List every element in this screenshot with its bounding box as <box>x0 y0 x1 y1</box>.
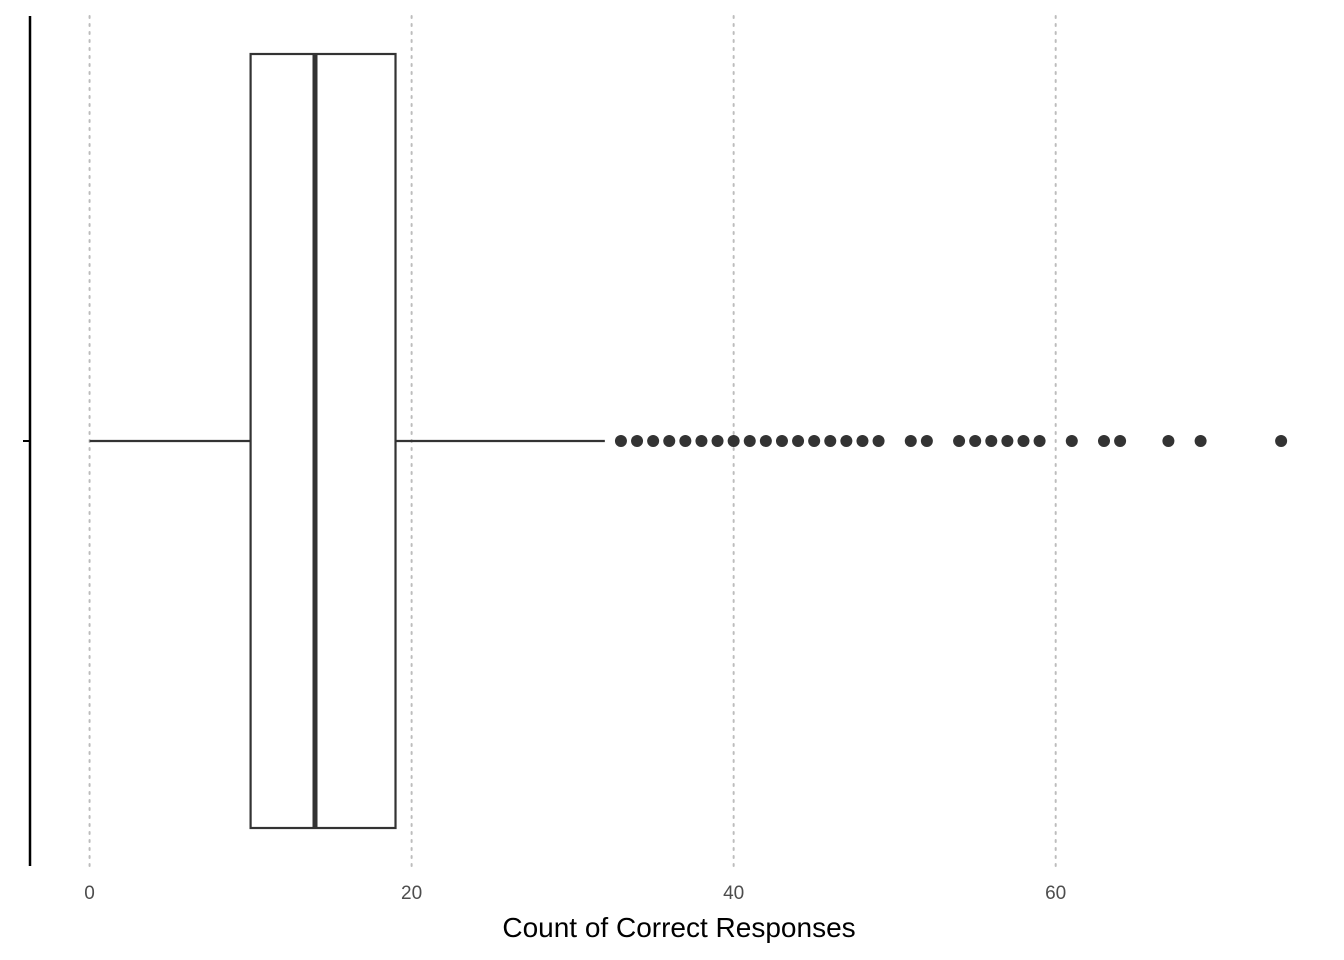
outlier-point <box>631 435 644 447</box>
outlier-point <box>969 435 982 447</box>
outlier-point <box>856 435 869 447</box>
outlier-point <box>1097 435 1110 447</box>
x-axis-ticks: 0 20 40 60 <box>84 883 1066 904</box>
outlier-point <box>1194 435 1207 447</box>
x-tick-label-0: 0 <box>84 883 95 904</box>
outlier-point <box>1065 435 1078 447</box>
x-axis-title: Count of Correct Responses <box>502 912 855 943</box>
outlier-point <box>663 435 676 447</box>
outlier-point <box>872 435 885 447</box>
outliers <box>614 435 1288 447</box>
outlier-point <box>711 435 724 447</box>
boxplot-layer <box>89 52 605 830</box>
outlier-point <box>840 435 853 447</box>
outlier-point <box>775 435 788 447</box>
outlier-point <box>824 435 837 447</box>
outlier-point <box>743 435 756 447</box>
outlier-point <box>1001 435 1014 447</box>
outlier-point <box>1033 435 1046 447</box>
outlier-point <box>792 435 805 447</box>
outlier-point <box>614 435 627 447</box>
outlier-point <box>727 435 740 447</box>
x-tick-label-60: 60 <box>1045 883 1066 904</box>
outlier-point <box>647 435 660 447</box>
outlier-point <box>1162 435 1175 447</box>
outlier-point <box>695 435 708 447</box>
outlier-point <box>953 435 966 447</box>
outlier-point <box>1114 435 1127 447</box>
x-tick-label-20: 20 <box>401 883 422 904</box>
outlier-point <box>904 435 917 447</box>
x-tick-label-40: 40 <box>723 883 744 904</box>
outlier-point <box>920 435 933 447</box>
outlier-point <box>679 435 692 447</box>
outlier-point <box>759 435 772 447</box>
outlier-point <box>808 435 821 447</box>
outlier-point <box>985 435 998 447</box>
iqr-box <box>249 52 397 830</box>
outlier-point <box>1275 435 1288 447</box>
outlier-point <box>1017 435 1030 447</box>
